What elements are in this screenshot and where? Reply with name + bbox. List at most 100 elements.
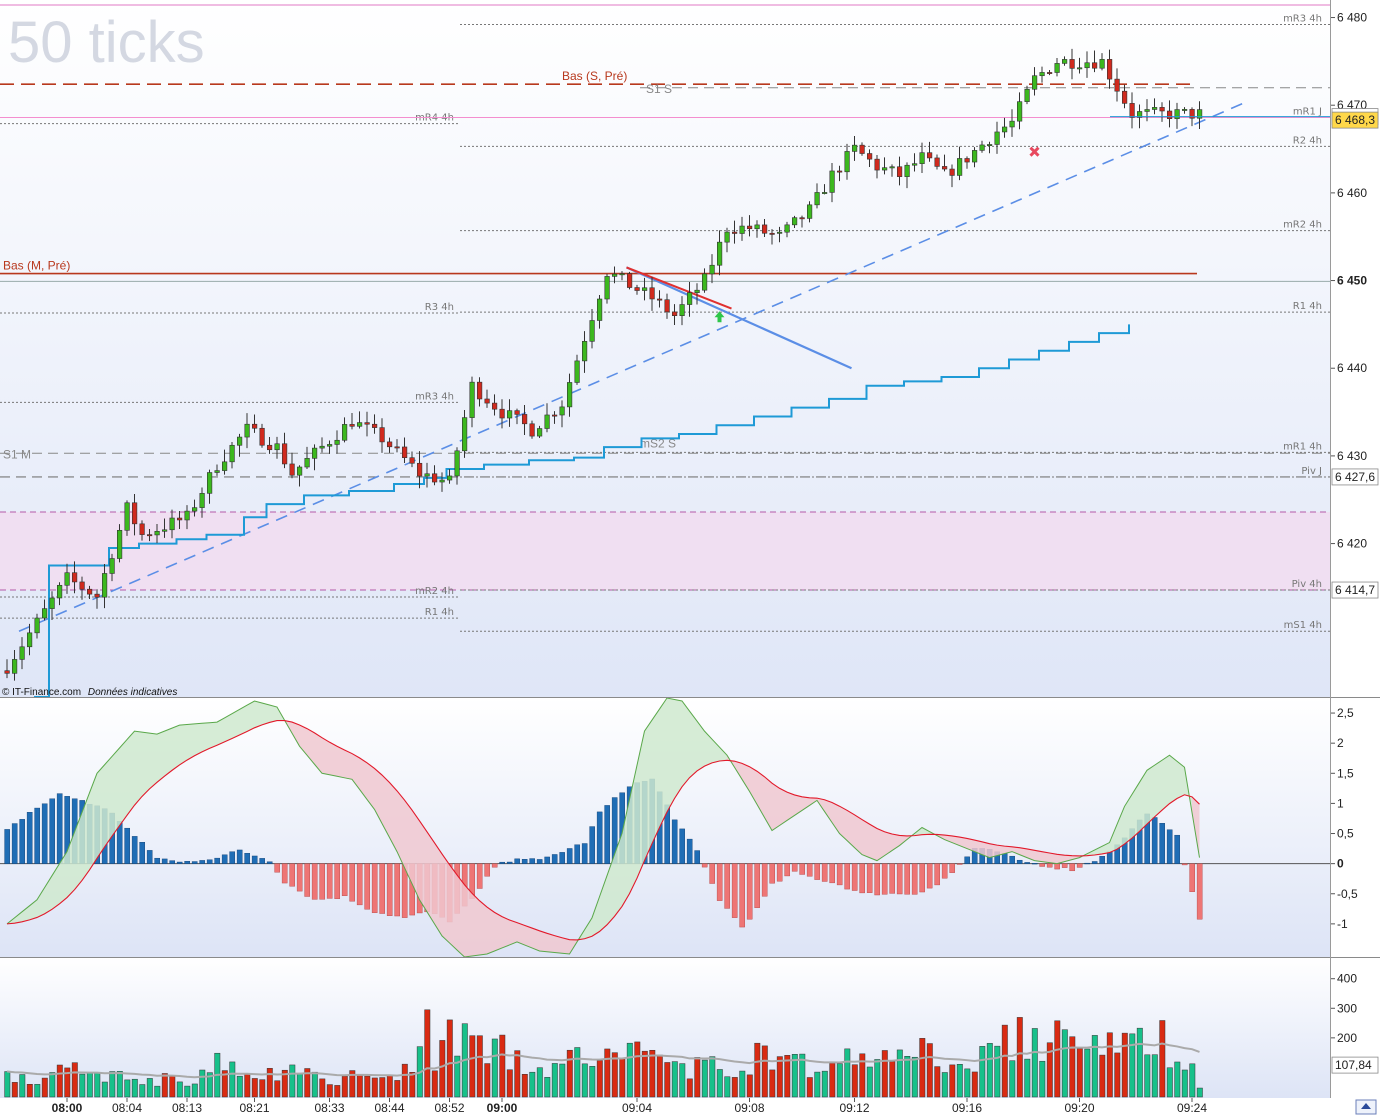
volume-bar[interactable] (956, 1064, 963, 1098)
candle[interactable] (934, 157, 940, 167)
osc-bar[interactable] (544, 856, 550, 864)
volume-bar[interactable] (71, 1062, 78, 1098)
candle[interactable] (1039, 72, 1045, 77)
osc-bar[interactable] (814, 863, 820, 880)
osc-bar[interactable] (581, 843, 588, 864)
osc-bar[interactable] (874, 863, 880, 896)
candle[interactable] (207, 472, 213, 494)
candle[interactable] (589, 320, 595, 342)
osc-bar[interactable] (341, 863, 348, 896)
candle[interactable] (154, 531, 160, 536)
volume-bar[interactable] (34, 1084, 41, 1098)
candle[interactable] (1092, 62, 1098, 69)
osc-bar[interactable] (56, 793, 63, 864)
volume-bar[interactable] (754, 1042, 761, 1098)
candle[interactable] (12, 659, 18, 674)
candle[interactable] (1189, 109, 1195, 119)
osc-bar[interactable] (356, 863, 363, 906)
volume-bar[interactable] (596, 1060, 603, 1098)
candle[interactable] (386, 441, 393, 448)
osc-bar[interactable] (1069, 863, 1075, 872)
volume-bar[interactable] (244, 1073, 251, 1098)
uptrend-line[interactable] (18, 100, 1250, 632)
sell-cross-icon[interactable] (1029, 146, 1040, 157)
candle[interactable] (252, 423, 258, 429)
volume-bar[interactable] (1054, 1020, 1061, 1098)
volume-bar[interactable] (881, 1050, 888, 1098)
candle[interactable] (19, 646, 25, 660)
volume-bar[interactable] (1069, 1036, 1076, 1098)
candle[interactable] (192, 507, 198, 512)
scroll-end-button[interactable] (1355, 1099, 1377, 1115)
candle[interactable] (1144, 109, 1150, 112)
volume-bar[interactable] (109, 1071, 116, 1098)
volume-bar[interactable] (746, 1074, 753, 1098)
osc-bar[interactable] (604, 805, 610, 864)
osc-bar[interactable] (596, 811, 603, 864)
candle[interactable] (1122, 90, 1128, 104)
volume-bar[interactable] (1129, 1033, 1136, 1098)
volume-bar[interactable] (686, 1078, 693, 1098)
candle[interactable] (559, 406, 565, 416)
price-tag[interactable] (1331, 581, 1379, 599)
volume-bar[interactable] (1151, 1054, 1158, 1098)
osc-bar[interactable] (169, 860, 176, 864)
volume-bar[interactable] (1121, 1032, 1128, 1098)
candle[interactable] (1107, 59, 1113, 80)
volume-bar[interactable] (56, 1064, 63, 1098)
volume-bar[interactable] (311, 1071, 318, 1098)
osc-bar[interactable] (379, 863, 386, 914)
candle[interactable] (214, 470, 220, 473)
candle[interactable] (491, 402, 498, 410)
volume-bar[interactable] (544, 1077, 551, 1098)
osc-bar[interactable] (784, 863, 790, 877)
osc-bar[interactable] (34, 807, 40, 864)
osc-bar[interactable] (499, 861, 506, 864)
candle[interactable] (821, 192, 828, 194)
volume-bar[interactable] (559, 1063, 566, 1098)
candle[interactable] (994, 131, 1000, 145)
candle[interactable] (356, 422, 363, 427)
osc-bar[interactable] (761, 863, 768, 897)
candle[interactable] (177, 517, 183, 521)
downtrend-line[interactable] (626, 266, 852, 370)
volume-bar[interactable] (116, 1071, 123, 1098)
osc-bar[interactable] (146, 850, 153, 864)
candle[interactable] (686, 292, 693, 305)
osc-bar[interactable] (746, 863, 753, 920)
osc-bar[interactable] (199, 860, 206, 864)
osc-bar[interactable] (724, 863, 730, 909)
candle[interactable] (536, 428, 543, 437)
osc-bar[interactable] (371, 863, 378, 913)
osc-bar[interactable] (221, 854, 228, 864)
candle[interactable] (229, 444, 235, 463)
candle[interactable] (72, 572, 78, 583)
candle[interactable] (829, 170, 835, 193)
osc-bar[interactable] (716, 863, 723, 901)
candle[interactable] (634, 287, 640, 291)
candle[interactable] (461, 417, 468, 452)
candle[interactable] (476, 381, 483, 400)
osc-bar[interactable] (176, 861, 183, 864)
volume-bar[interactable] (806, 1077, 813, 1098)
candle[interactable] (1084, 62, 1090, 69)
candle[interactable] (844, 151, 850, 173)
osc-bar[interactable] (364, 863, 371, 910)
osc-bar[interactable] (934, 863, 940, 886)
volume-bar[interactable] (124, 1079, 131, 1098)
candle[interactable] (41, 608, 48, 619)
osc-bar[interactable] (491, 863, 498, 868)
volume-bar[interactable] (139, 1084, 146, 1098)
volume-bar[interactable] (821, 1070, 828, 1098)
osc-bar[interactable] (1076, 863, 1083, 868)
volume-bar[interactable] (1114, 1052, 1121, 1098)
volume-bar[interactable] (199, 1069, 206, 1098)
candle[interactable] (349, 424, 355, 427)
candle[interactable] (4, 670, 10, 674)
osc-bar[interactable] (394, 863, 401, 917)
osc-bar[interactable] (4, 829, 10, 864)
osc-bar[interactable] (334, 863, 341, 899)
volume-bar[interactable] (581, 1063, 588, 1098)
volume-bar[interactable] (289, 1064, 296, 1098)
volume-bar[interactable] (79, 1073, 86, 1098)
